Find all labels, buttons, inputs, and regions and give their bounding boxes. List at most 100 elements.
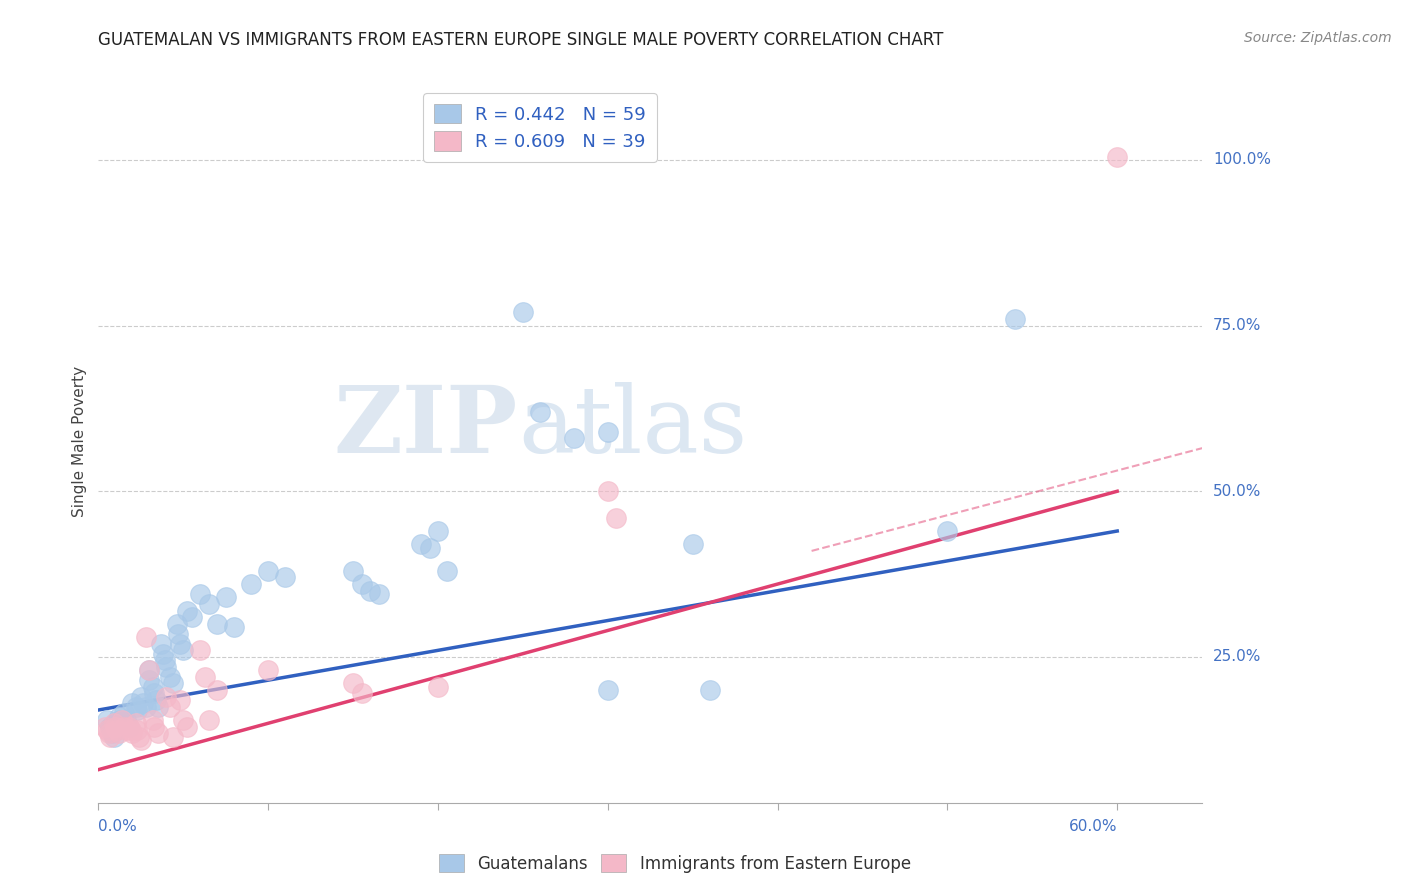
Point bbox=[596, 484, 619, 499]
Point bbox=[167, 627, 190, 641]
Legend: R = 0.442   N = 59, R = 0.609   N = 39: R = 0.442 N = 59, R = 0.609 N = 39 bbox=[423, 93, 657, 161]
Point bbox=[118, 720, 141, 734]
Point bbox=[172, 643, 194, 657]
Point bbox=[562, 431, 585, 445]
Point bbox=[112, 720, 135, 734]
Point bbox=[114, 713, 136, 727]
Point bbox=[135, 699, 157, 714]
Text: 25.0%: 25.0% bbox=[1213, 649, 1261, 665]
Point bbox=[194, 670, 217, 684]
Point bbox=[107, 726, 129, 740]
Point bbox=[153, 653, 176, 667]
Point bbox=[94, 720, 117, 734]
Point bbox=[138, 673, 160, 688]
Point bbox=[162, 730, 184, 744]
Point bbox=[131, 697, 153, 711]
Point bbox=[121, 697, 143, 711]
Point bbox=[176, 603, 198, 617]
Point bbox=[105, 723, 128, 737]
Point bbox=[155, 690, 177, 704]
Point bbox=[155, 660, 177, 674]
Point bbox=[682, 537, 704, 551]
Point bbox=[180, 610, 202, 624]
Point bbox=[138, 663, 160, 677]
Point bbox=[197, 597, 219, 611]
Point bbox=[436, 564, 458, 578]
Point bbox=[159, 699, 181, 714]
Point bbox=[207, 616, 229, 631]
Point bbox=[166, 616, 188, 631]
Point bbox=[125, 716, 148, 731]
Point bbox=[142, 713, 165, 727]
Point bbox=[110, 713, 132, 727]
Point bbox=[224, 620, 246, 634]
Legend: Guatemalans, Immigrants from Eastern Europe: Guatemalans, Immigrants from Eastern Eur… bbox=[432, 847, 918, 880]
Point bbox=[427, 524, 450, 538]
Point bbox=[605, 510, 627, 524]
Point bbox=[97, 726, 120, 740]
Point bbox=[96, 713, 118, 727]
Point bbox=[143, 686, 166, 700]
Point bbox=[419, 541, 441, 555]
Point bbox=[596, 683, 619, 698]
Point bbox=[103, 730, 125, 744]
Y-axis label: Single Male Poverty: Single Male Poverty bbox=[72, 366, 87, 517]
Point bbox=[197, 713, 219, 727]
Point bbox=[215, 591, 238, 605]
Text: GUATEMALAN VS IMMIGRANTS FROM EASTERN EUROPE SINGLE MALE POVERTY CORRELATION CHA: GUATEMALAN VS IMMIGRANTS FROM EASTERN EU… bbox=[98, 31, 943, 49]
Point bbox=[188, 587, 211, 601]
Point bbox=[138, 663, 160, 677]
Point bbox=[350, 686, 373, 700]
Text: 75.0%: 75.0% bbox=[1213, 318, 1261, 333]
Text: 0.0%: 0.0% bbox=[98, 820, 138, 834]
Point bbox=[936, 524, 959, 538]
Point bbox=[342, 564, 364, 578]
Point bbox=[145, 693, 167, 707]
Point bbox=[409, 537, 432, 551]
Text: atlas: atlas bbox=[517, 382, 747, 472]
Point bbox=[114, 723, 136, 737]
Point bbox=[135, 630, 157, 644]
Point bbox=[699, 683, 721, 698]
Text: Source: ZipAtlas.com: Source: ZipAtlas.com bbox=[1244, 31, 1392, 45]
Point bbox=[427, 680, 450, 694]
Point bbox=[129, 690, 152, 704]
Point bbox=[169, 693, 191, 707]
Point bbox=[274, 570, 297, 584]
Point bbox=[98, 730, 121, 744]
Text: 50.0%: 50.0% bbox=[1213, 483, 1261, 499]
Point bbox=[129, 732, 152, 747]
Point bbox=[101, 726, 124, 740]
Point bbox=[103, 716, 125, 731]
Point bbox=[176, 720, 198, 734]
Point bbox=[367, 587, 389, 601]
Text: 60.0%: 60.0% bbox=[1069, 820, 1118, 834]
Point bbox=[159, 670, 181, 684]
Point bbox=[125, 699, 148, 714]
Point bbox=[257, 663, 280, 677]
Point bbox=[342, 676, 364, 690]
Point bbox=[188, 643, 211, 657]
Point bbox=[104, 720, 127, 734]
Point bbox=[529, 405, 551, 419]
Point bbox=[1107, 149, 1129, 163]
Point bbox=[121, 726, 143, 740]
Point bbox=[146, 726, 169, 740]
Point bbox=[169, 637, 191, 651]
Point bbox=[257, 564, 280, 578]
Point bbox=[104, 716, 127, 731]
Point bbox=[118, 720, 141, 734]
Point bbox=[127, 723, 149, 737]
Point bbox=[98, 720, 121, 734]
Point bbox=[111, 713, 134, 727]
Point bbox=[146, 699, 169, 714]
Point bbox=[112, 706, 135, 721]
Point bbox=[107, 709, 129, 723]
Text: 100.0%: 100.0% bbox=[1213, 153, 1271, 168]
Point bbox=[150, 637, 173, 651]
Point bbox=[172, 713, 194, 727]
Point bbox=[162, 676, 184, 690]
Text: ZIP: ZIP bbox=[333, 382, 517, 472]
Point bbox=[512, 305, 534, 319]
Point bbox=[350, 577, 373, 591]
